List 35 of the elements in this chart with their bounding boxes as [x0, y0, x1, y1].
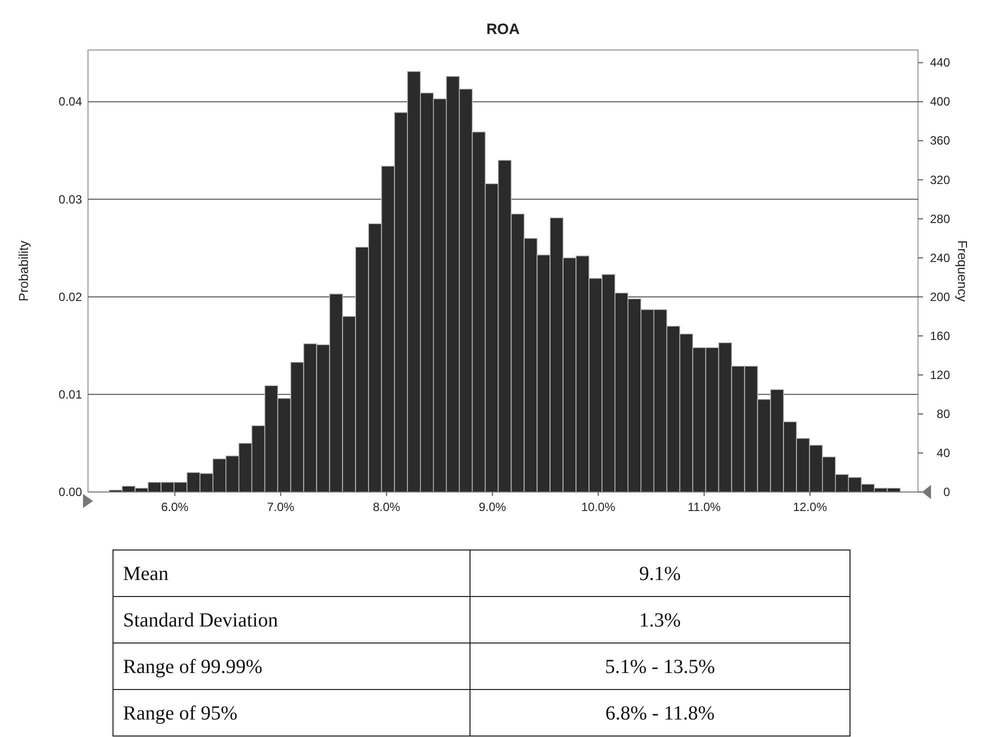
x-tick-label: 6.0% [161, 500, 189, 514]
y-tick-label: 0.02 [58, 290, 82, 304]
x-tick-label: 7.0% [267, 500, 295, 514]
y2-tick-label: 160 [930, 328, 950, 343]
x-tick-label: 11.0% [688, 500, 722, 514]
x-tick-label: 9.0% [478, 500, 506, 514]
y2-tick-label: 80 [936, 406, 950, 421]
text: 9.1% [639, 563, 681, 585]
text: Mean [123, 563, 169, 585]
text: Standard Deviation [123, 610, 278, 632]
y-tick-label: 0.01 [58, 387, 82, 402]
y2-tick-label: 40 [936, 446, 950, 460]
x-tick-label: 8.0% [372, 500, 401, 514]
y2-tick-label: 320 [930, 172, 950, 187]
x-tick-label: 12.0% [793, 500, 828, 514]
chart-title: ROA [486, 21, 520, 38]
x-tick-label: 10.0% [581, 500, 616, 514]
text: 1.3% [639, 610, 681, 632]
y2-axis-title: Frequency [955, 240, 970, 302]
y2-tick-label: 400 [930, 94, 950, 109]
y2-tick-label: 440 [930, 56, 950, 70]
y2-tick-label: 120 [930, 368, 950, 382]
y2-tick-label: 240 [930, 250, 950, 265]
y2-tick-label: 360 [930, 134, 950, 148]
y2-tick-label: 280 [930, 212, 950, 226]
text: 5.1% - 13.5% [605, 656, 715, 678]
y-tick-label: 0.00 [58, 485, 82, 499]
y-axis-title: Probability [16, 240, 31, 302]
text: Range of 99.99% [123, 656, 262, 678]
y-tick-label: 0.03 [58, 192, 82, 206]
text: Range of 95% [123, 702, 238, 724]
y2-tick-label: 200 [930, 290, 950, 304]
text: 6.8% - 11.8% [605, 702, 715, 724]
y2-tick-label: 0 [943, 485, 950, 499]
y-tick-label: 0.04 [58, 94, 82, 109]
